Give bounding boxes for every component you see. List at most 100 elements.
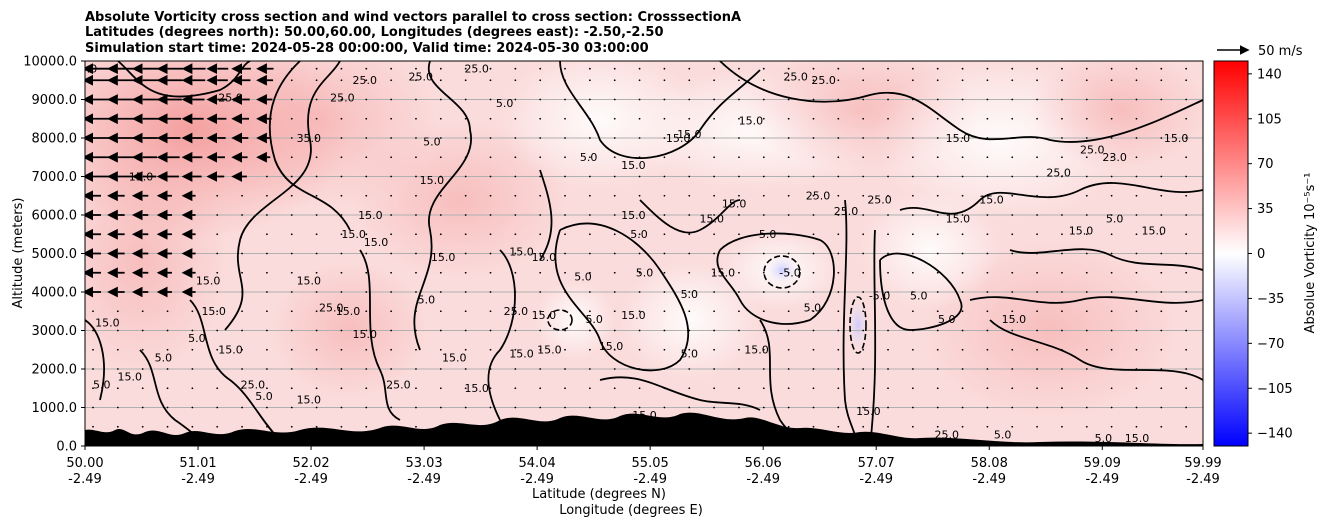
wind-dot [514,387,517,390]
wind-dot [1085,310,1088,313]
contour-label: 5.0 [93,378,111,391]
wind-dot [887,329,889,332]
wind-dot [439,310,442,313]
wind-dot [812,310,815,313]
wind-dot [290,329,293,332]
wind-dot [986,67,989,70]
wind-dot [166,425,169,428]
wind-dot [489,214,492,216]
wind-dot [738,291,740,293]
wind-dot [1061,214,1063,216]
wind-dot [812,233,815,236]
wind-dot [1061,368,1063,370]
wind-dot [266,368,268,370]
wind-dot [539,156,542,159]
wind-dot [1160,117,1163,120]
wind-dot [887,67,889,70]
wind-dot [688,425,691,428]
contour-label: -5.0 [779,267,800,280]
wind-dot [116,425,119,428]
wind-dot [141,368,144,370]
chart-title-line-3: Simulation start time: 2024-05-28 00:00:… [85,41,649,56]
wind-dot [191,406,194,409]
wind-dot [812,271,815,274]
wind-dot [762,348,765,351]
wind-dot [564,271,566,274]
contour-label: 15.0 [632,409,657,422]
wind-dot [837,271,840,274]
wind-dot [588,291,591,293]
wind-dot [837,291,840,293]
contour-label: 15.0 [358,209,383,222]
wind-dot [787,252,790,255]
wind-dot [1135,291,1138,293]
wind-dot [464,194,467,197]
wind-dot [439,175,442,178]
contour-label: 15.0 [201,305,226,318]
wind-dot [514,368,517,370]
wind-dot [315,214,318,216]
wind-dot [961,175,964,178]
wind-dot [1160,175,1163,178]
wind-dot [1160,67,1163,70]
wind-dot [1011,252,1014,255]
wind-dot [1036,175,1038,178]
wind-dot [514,214,517,216]
wind-dot [787,194,790,197]
wind-dot [464,156,467,159]
x-tick-label-lon: -2.49 [68,472,102,487]
contour-label: 15.0 [364,236,389,249]
wind-dot [1061,310,1063,313]
wind-dot [439,214,442,216]
wind-dot [1011,117,1014,120]
wind-dot [464,406,467,409]
wind-dot [514,194,517,197]
wind-dot [837,67,840,70]
wind-dot [787,175,790,178]
contour-label: 5.0 [938,313,956,326]
wind-dot [514,137,517,139]
wind-dot [986,98,989,101]
wind-dot [1036,233,1038,236]
wind-dot [862,137,865,139]
wind-dot [787,117,790,120]
x-axis-label-longitude: Longitude (degrees E) [559,503,703,518]
wind-dot [340,214,343,216]
wind-dot [415,233,417,236]
contour-label: 15.0 [464,382,489,395]
wind-dot [911,79,914,82]
wind-dot [1110,156,1113,159]
wind-dot [862,291,865,293]
wind-dot [887,156,889,159]
wind-dot [1110,175,1113,178]
wind-dot [961,329,964,332]
wind-dot [787,406,790,409]
wind-dot [638,387,641,390]
wind-dot [564,194,566,197]
contour-label: 15.0 [95,317,120,330]
wind-dot [961,291,964,293]
wind-dot [340,137,343,139]
wind-dot [887,98,889,101]
contour-label: 15.0 [1002,313,1027,326]
wind-dot [514,175,517,178]
wind-dot [1110,67,1113,70]
contour-label: 15.0 [218,344,243,357]
wind-dot [862,348,865,351]
contour-label: 15.0 [699,213,724,226]
wind-dot [340,98,343,101]
wind-dot [812,425,815,428]
contour-label: 25.0 [241,378,266,391]
wind-dot [638,175,641,178]
wind-dot [216,368,219,370]
wind-dot [564,214,566,216]
contour-label: 15.0 [946,132,971,145]
wind-dot [1135,387,1138,390]
contour-label: 5.0 [636,267,654,280]
y-tick-label: 6000.0 [32,209,78,224]
wind-dot [464,329,467,332]
wind-dot [439,329,442,332]
wind-dot [1185,79,1188,82]
wind-dot [663,156,666,159]
